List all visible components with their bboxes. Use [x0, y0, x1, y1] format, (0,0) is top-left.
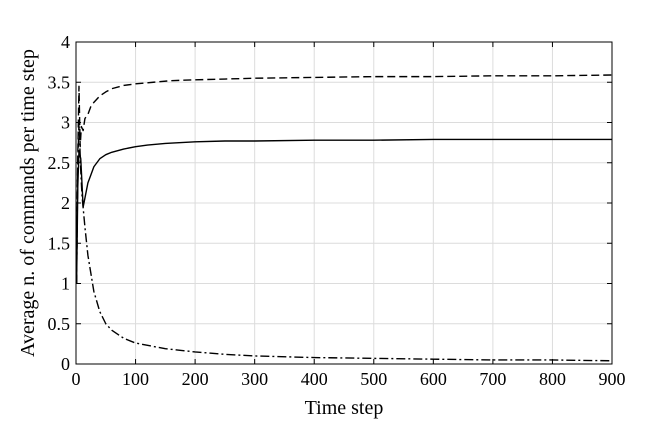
x-tick-label: 200: [182, 369, 209, 389]
tick-labels: 0 100 200 300 400 500 600 700 800 900 0 0.5 1 1.5 2 2.5…: [48, 32, 626, 389]
y-tick-label: 1: [61, 274, 70, 294]
x-tick-label: 600: [420, 369, 447, 389]
x-tick-label: 700: [479, 369, 506, 389]
y-tick-label: 0.5: [48, 314, 71, 334]
x-tick-label: 800: [539, 369, 566, 389]
x-tick-label: 400: [301, 369, 328, 389]
series-line-solid: [75, 138, 612, 284]
x-tick-label: 900: [599, 369, 626, 389]
series-line-dashed: [75, 74, 613, 284]
y-tick-label: 0: [61, 354, 70, 374]
y-tick-label: 2.5: [48, 153, 71, 173]
x-tick-label: 100: [122, 369, 149, 389]
x-axis-label: Time step: [305, 397, 384, 419]
axes: [75, 41, 613, 365]
grid: [76, 42, 612, 364]
y-tick-label: 3: [61, 113, 70, 133]
y-tick-label: 1.5: [48, 233, 71, 253]
x-tick-label: 500: [360, 369, 387, 389]
y-axis-label: Average n. of commands per time step: [17, 49, 39, 357]
y-tick-label: 2: [61, 193, 70, 213]
y-tick-label: 4: [61, 32, 70, 52]
x-tick-label: 300: [241, 369, 268, 389]
y-tick-label: 3.5: [48, 72, 71, 92]
series-line-dashdot: [75, 121, 613, 362]
x-tick-label: 0: [72, 369, 81, 389]
series-lines: [75, 74, 613, 362]
